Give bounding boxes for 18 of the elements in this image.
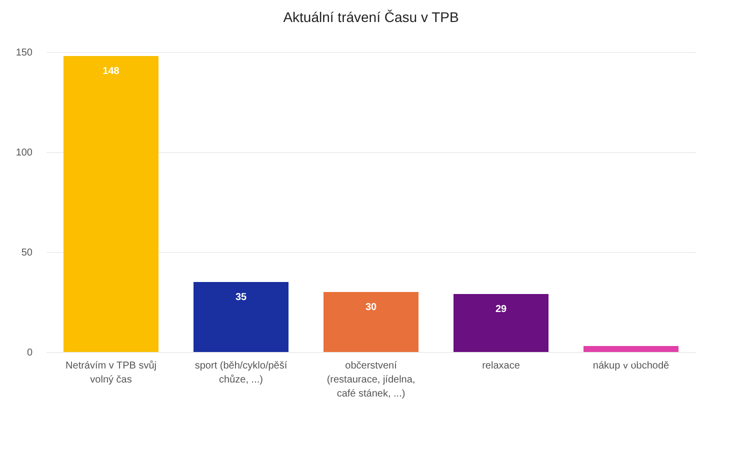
bar [64,56,158,352]
data-label: 148 [102,66,120,77]
bar [324,292,418,352]
data-label: 35 [235,292,247,303]
bar [454,294,548,352]
x-tick-label: občerstvení (restaurace, jídelna, café stánek, ...) [326,360,416,400]
bar [194,282,288,352]
bar [584,346,678,352]
y-tick-label: 0 [26,348,33,358]
data-label: 30 [365,302,377,313]
y-tick-label: 50 [21,248,33,258]
data-label: 29 [495,304,507,315]
y-tick-label: 150 [16,48,33,58]
x-tick-label: Netrávím v TPB svůj volný čas [66,360,156,386]
y-tick-label: 100 [16,148,33,158]
x-tick-label: sport (běh/cyklo/pěší chůze, ...) [194,360,288,386]
x-tick-label: relaxace [482,360,520,372]
chart-title: Aktuální trávení Času v TPB [283,9,459,25]
